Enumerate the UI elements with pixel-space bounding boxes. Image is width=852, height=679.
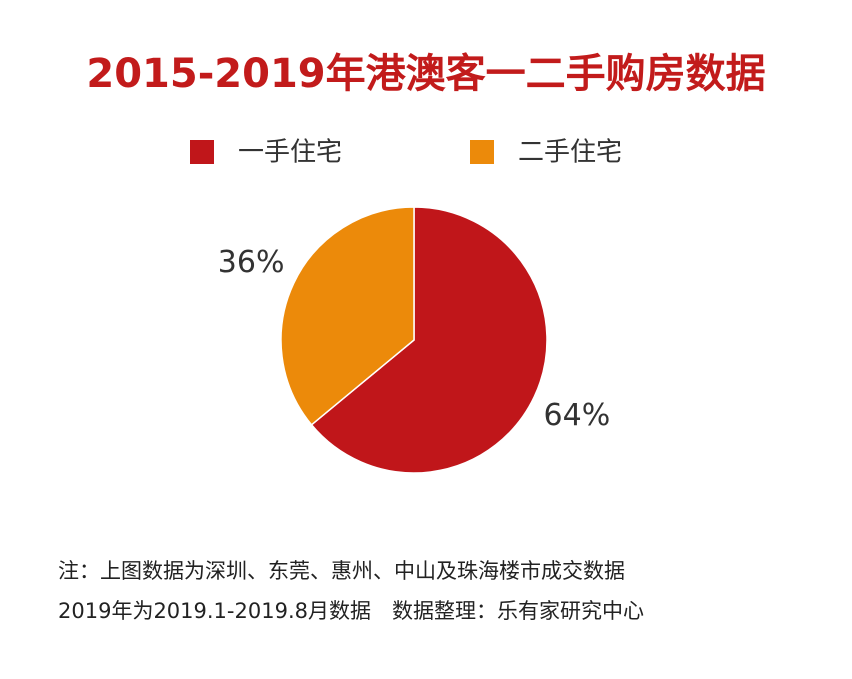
- legend-swatch: [470, 140, 494, 164]
- note: 2019年为2019.1-2019.8月数据 数据整理：乐有家研究中心: [58, 599, 644, 623]
- value-label: 64%: [544, 398, 611, 433]
- chart-title: 2015-2019年港澳客一二手购房数据: [86, 51, 765, 97]
- value-label: 36%: [218, 245, 285, 280]
- pie-slice: [310, 206, 548, 474]
- legend-label: 一手住宅: [238, 138, 342, 168]
- note: 注：上图数据为深圳、东莞、惠州、中山及珠海楼市成交数据: [58, 559, 625, 583]
- legend-label: 二手住宅: [518, 138, 622, 168]
- pie-slice: [280, 206, 415, 426]
- legend-swatch: [190, 140, 214, 164]
